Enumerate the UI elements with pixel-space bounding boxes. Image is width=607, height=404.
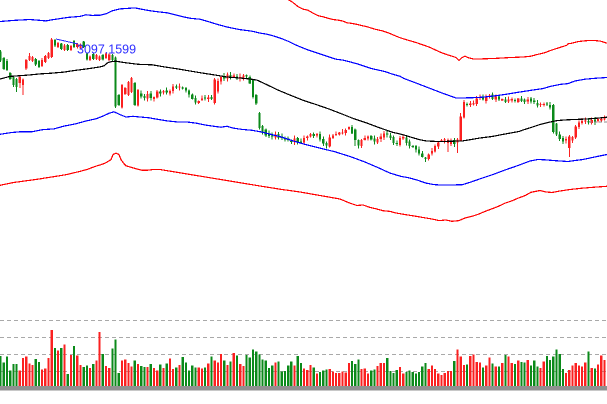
svg-text:3097.1599: 3097.1599 <box>77 43 136 57</box>
